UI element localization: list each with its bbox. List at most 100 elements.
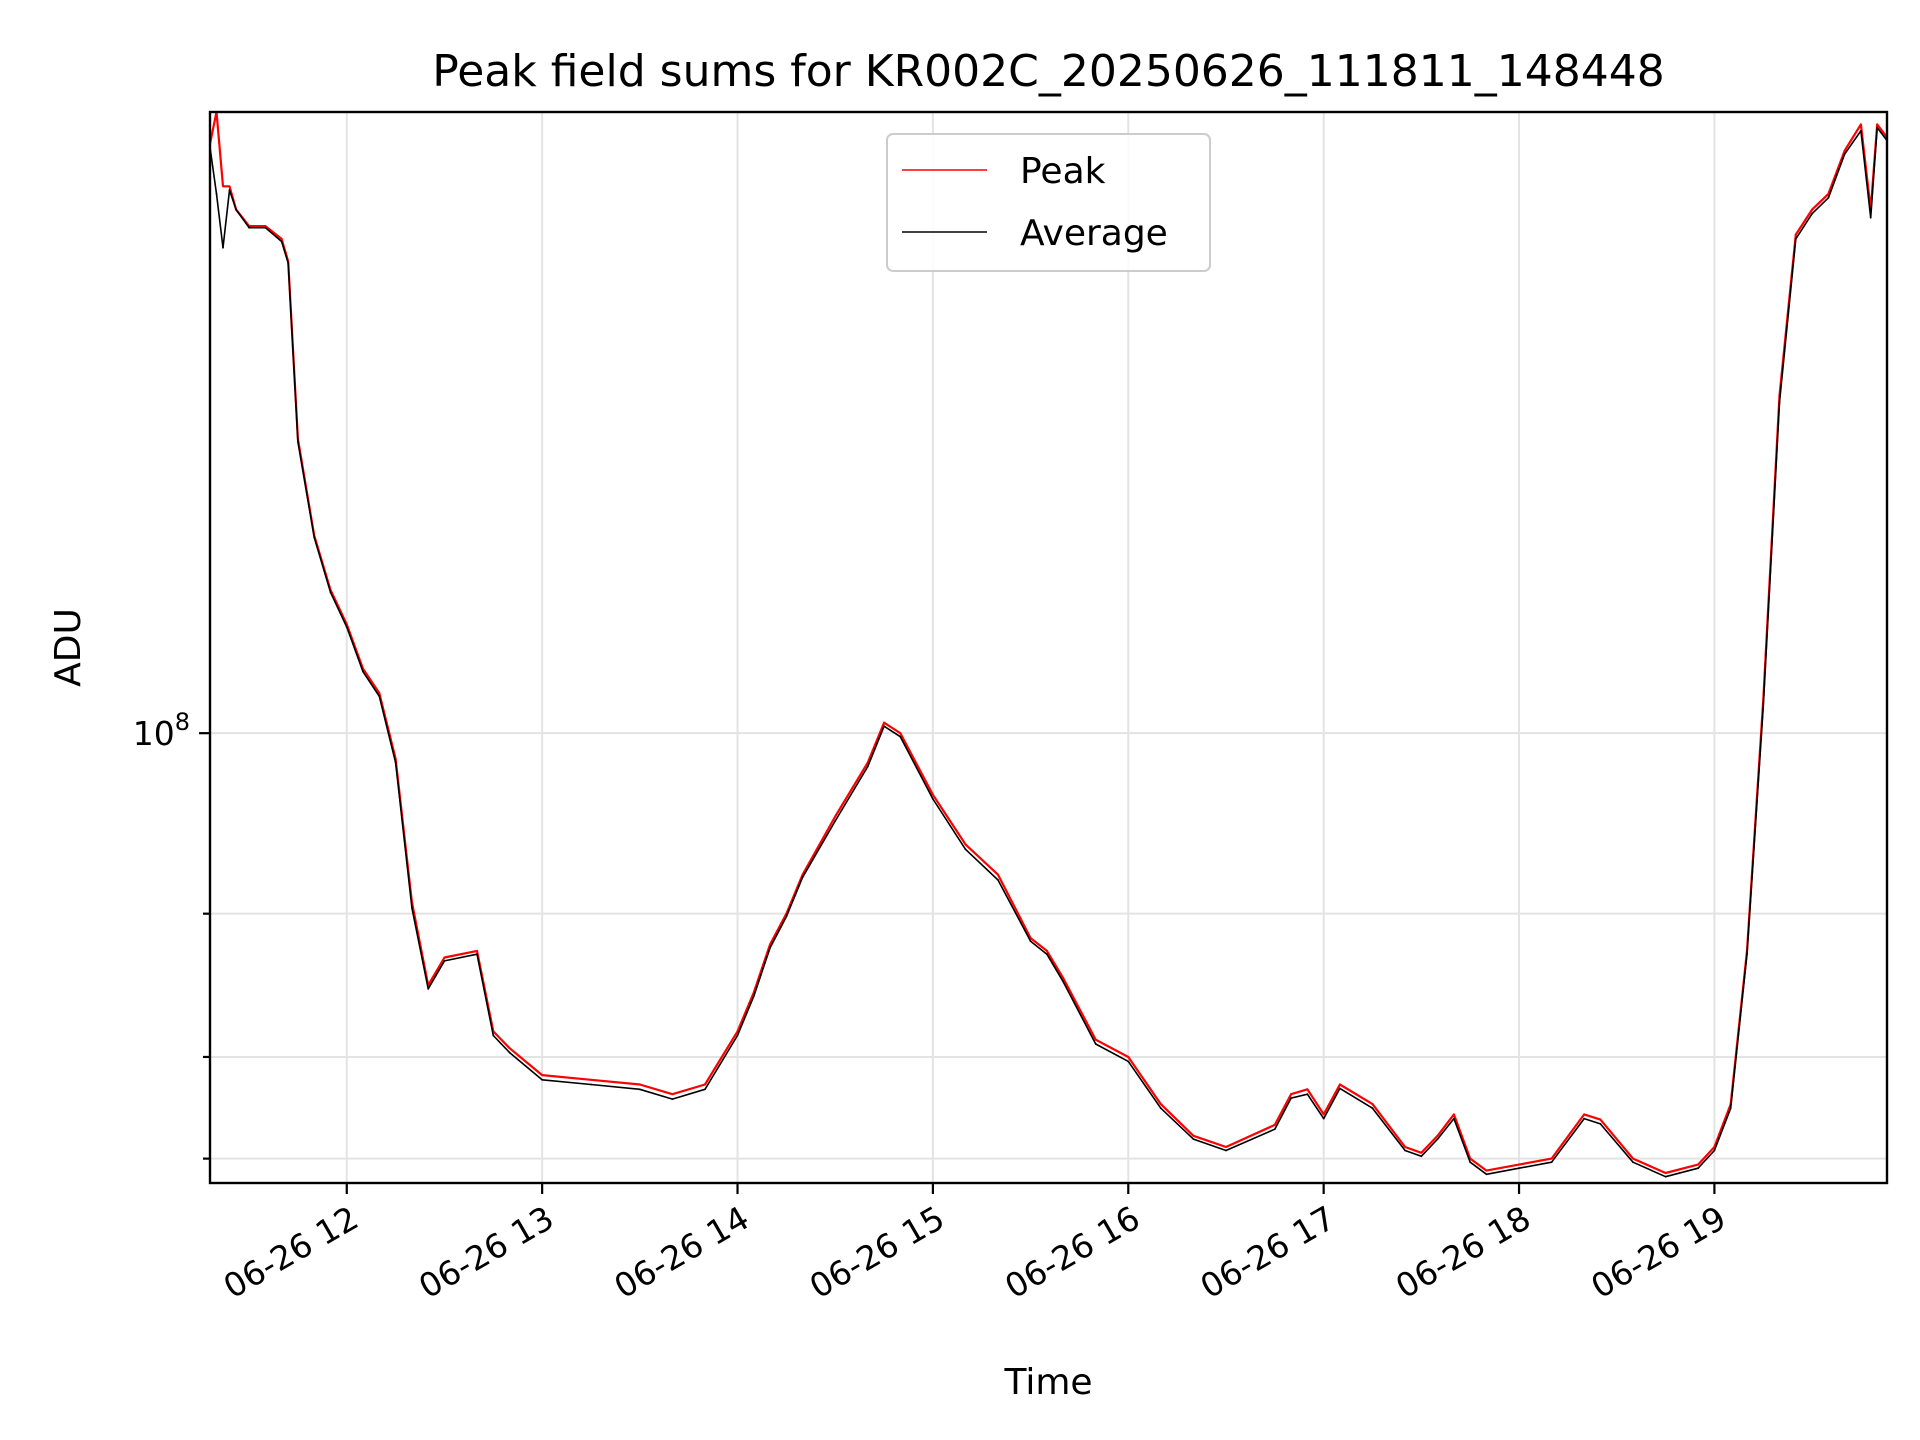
data-point-average <box>1322 1117 1325 1120</box>
data-point-peak <box>264 225 267 228</box>
data-point-peak <box>1550 1157 1553 1160</box>
data-point-peak <box>378 692 381 694</box>
data-point-average <box>1469 1161 1472 1164</box>
legend: Peak Average <box>886 133 1211 272</box>
data-point-average <box>345 626 348 628</box>
data-point-average <box>801 876 804 879</box>
data-point-average <box>1843 153 1846 155</box>
data-point-average <box>1420 1155 1423 1158</box>
y-tick-label-exponent: 8 <box>175 708 190 736</box>
data-point-average <box>394 761 397 764</box>
data-point-average <box>378 695 381 698</box>
data-point-average <box>492 1034 495 1037</box>
data-point-peak <box>1436 1134 1439 1137</box>
data-point-average <box>313 536 316 539</box>
data-point-peak <box>280 238 283 240</box>
data-point-peak <box>1794 233 1797 236</box>
data-point-average <box>443 960 446 962</box>
data-point-average <box>1225 1149 1227 1152</box>
data-point-average <box>1453 1117 1455 1120</box>
data-point-average <box>541 1078 543 1081</box>
data-point-average <box>1583 1117 1586 1120</box>
data-point-peak <box>638 1083 641 1086</box>
data-point-peak <box>1404 1146 1406 1148</box>
data-point-average <box>638 1088 641 1091</box>
data-point-average <box>235 208 238 211</box>
data-point-peak <box>997 873 999 876</box>
data-point-peak <box>1159 1103 1162 1105</box>
data-point-average <box>476 953 478 956</box>
data-point-average <box>1827 196 1830 199</box>
data-point-average <box>287 262 290 265</box>
data-point-average <box>866 765 869 768</box>
data-point-average <box>411 906 413 909</box>
data-point-average <box>1729 1107 1732 1110</box>
y-axis-ticks: 108 <box>133 708 210 1160</box>
data-point-peak <box>964 843 967 846</box>
data-point-peak <box>1583 1113 1586 1116</box>
data-point-average <box>264 226 267 229</box>
data-point-average <box>362 670 364 673</box>
data-point-peak <box>769 943 771 946</box>
data-point-average <box>1599 1123 1602 1125</box>
data-point-average <box>1339 1087 1341 1090</box>
data-point-peak <box>671 1093 674 1096</box>
data-point-average <box>932 798 934 800</box>
data-point-peak <box>1632 1157 1634 1160</box>
data-point-peak <box>883 721 885 724</box>
data-point-peak <box>1420 1151 1423 1154</box>
data-point-peak <box>1046 950 1048 952</box>
data-point-average <box>222 246 224 249</box>
data-point-peak <box>1225 1146 1227 1148</box>
data-point-average <box>1632 1161 1634 1164</box>
data-point-peak <box>1860 123 1862 126</box>
data-point-average <box>752 995 755 998</box>
data-point-peak <box>1322 1113 1325 1116</box>
data-point-peak <box>1062 977 1065 979</box>
data-point-average <box>1290 1097 1292 1099</box>
data-point-average <box>228 189 231 192</box>
data-point-peak <box>1029 937 1032 939</box>
data-point-average <box>1127 1060 1130 1063</box>
data-point-average <box>590 1083 592 1086</box>
data-point-peak <box>1127 1056 1130 1058</box>
data-point-peak <box>1094 1038 1097 1041</box>
x-axis-label: Time <box>1003 1362 1092 1403</box>
plot-area-frame <box>208 110 1889 1185</box>
data-point-peak <box>1843 149 1846 152</box>
data-point-average <box>1697 1167 1699 1170</box>
data-point-average <box>1062 980 1065 983</box>
data-point-peak <box>508 1047 511 1050</box>
data-point-peak <box>1192 1134 1195 1137</box>
data-point-average <box>997 879 999 881</box>
data-point-average <box>769 946 771 949</box>
data-point-peak <box>866 761 869 764</box>
data-point-average <box>704 1088 706 1091</box>
data-point-average <box>1046 953 1048 956</box>
data-point-peak <box>476 950 478 952</box>
data-point-peak <box>222 185 224 188</box>
data-point-peak <box>1664 1172 1667 1174</box>
data-point-average <box>1860 129 1862 132</box>
data-point-average <box>883 725 885 728</box>
data-point-average <box>964 848 967 851</box>
data-point-average <box>1192 1138 1195 1140</box>
data-point-average <box>1518 1167 1520 1170</box>
data-point-peak <box>228 185 231 188</box>
data-point-average <box>329 591 332 594</box>
data-point-average <box>1876 126 1879 129</box>
data-point-average <box>248 226 251 229</box>
data-point-peak <box>1518 1163 1520 1166</box>
data-point-peak <box>1371 1103 1374 1105</box>
data-point-average <box>736 1034 739 1037</box>
data-point-peak <box>834 815 837 818</box>
legend-label-average: Average <box>1020 213 1168 254</box>
data-point-average <box>280 240 283 243</box>
data-point-peak <box>1697 1163 1699 1166</box>
data-point-peak <box>541 1074 543 1076</box>
legend-box <box>886 133 1211 272</box>
data-point-average <box>427 988 430 990</box>
data-point-average <box>1485 1173 1488 1176</box>
